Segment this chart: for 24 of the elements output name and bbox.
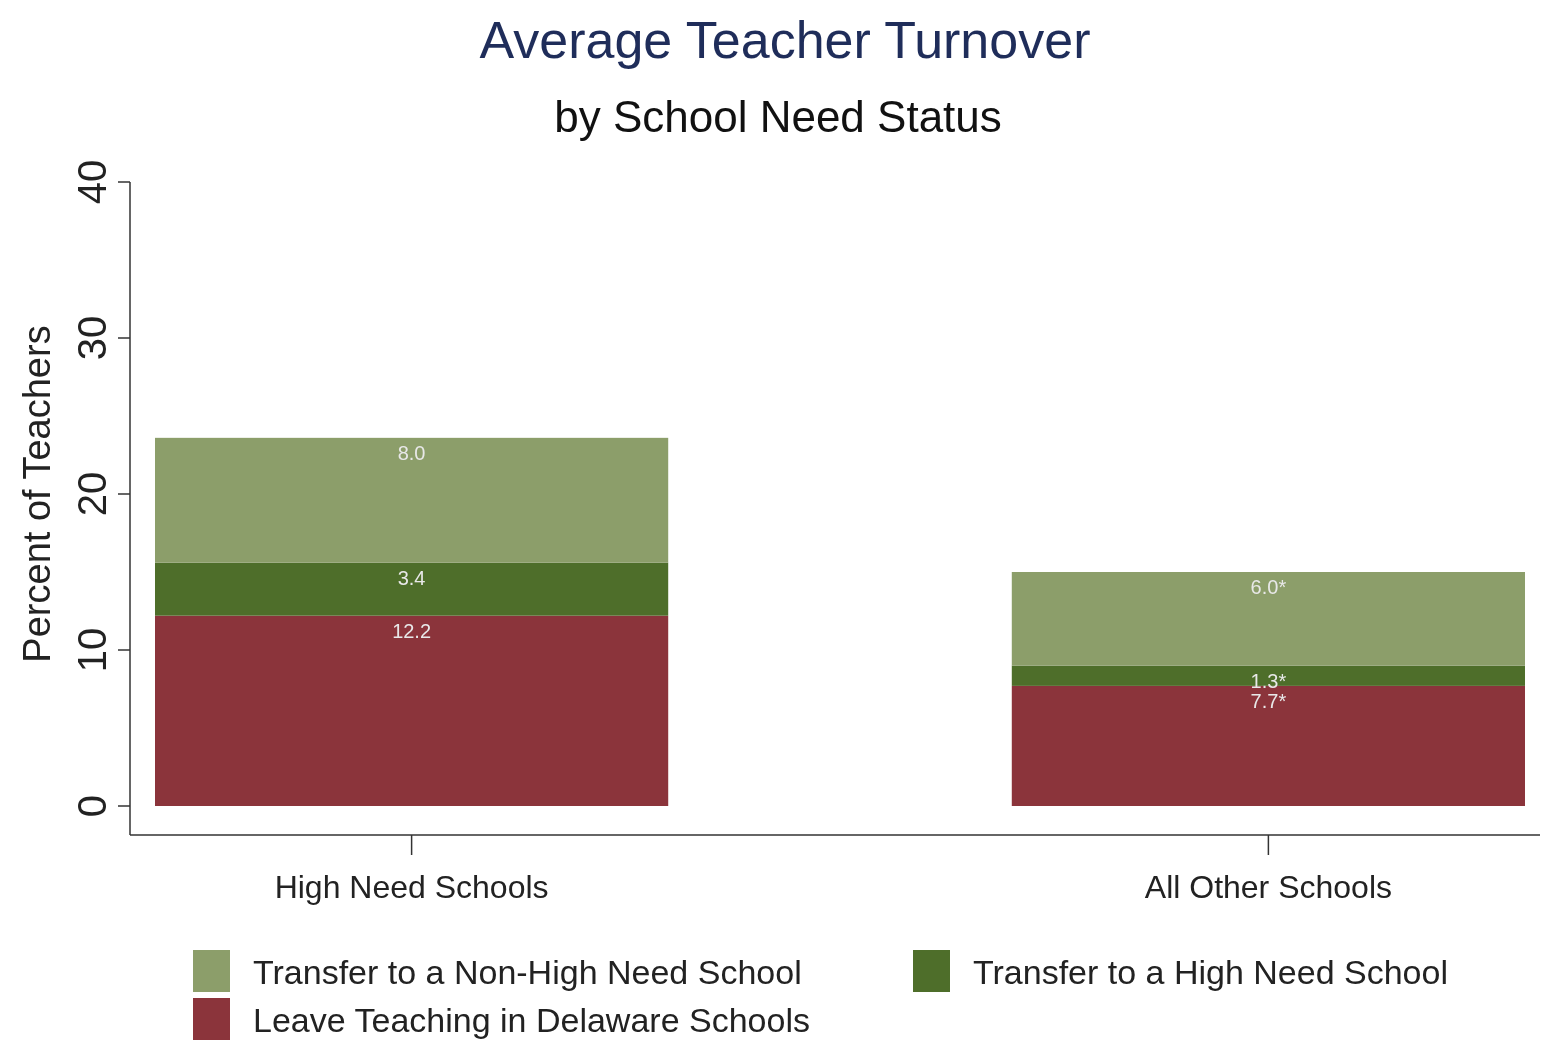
bar (1011, 572, 1526, 666)
chart-title: Average Teacher Turnover (479, 11, 1091, 69)
y-axis-title: Percent of Teachers (16, 325, 58, 663)
chart-subtitle: by School Need Status (554, 92, 1002, 141)
y-tick-label: 20 (70, 471, 114, 517)
bar (1011, 665, 1526, 686)
y-tick-label: 40 (70, 159, 114, 205)
legend-label: Transfer to a High Need School (973, 953, 1448, 991)
data-label: 1.3* (1250, 669, 1287, 692)
data-label: 3.4 (397, 566, 426, 589)
x-tick-label: All Other Schools (1144, 869, 1392, 905)
data-label: 8.0 (397, 441, 426, 464)
y-tick-label: 30 (70, 315, 114, 361)
y-tick-label: 10 (70, 627, 114, 673)
bar (155, 437, 669, 563)
bar (155, 562, 669, 616)
legend-label: Leave Teaching in Delaware Schools (253, 1001, 810, 1039)
legend-label: Transfer to a Non-High Need School (253, 953, 802, 991)
data-label: 6.0* (1250, 576, 1287, 598)
data-label: 7.7* (1250, 689, 1287, 712)
data-label: 12.2 (392, 619, 432, 642)
bar (155, 615, 669, 806)
y-tick-label: 0 (70, 794, 114, 818)
x-tick-label: High Need Schools (274, 869, 549, 905)
